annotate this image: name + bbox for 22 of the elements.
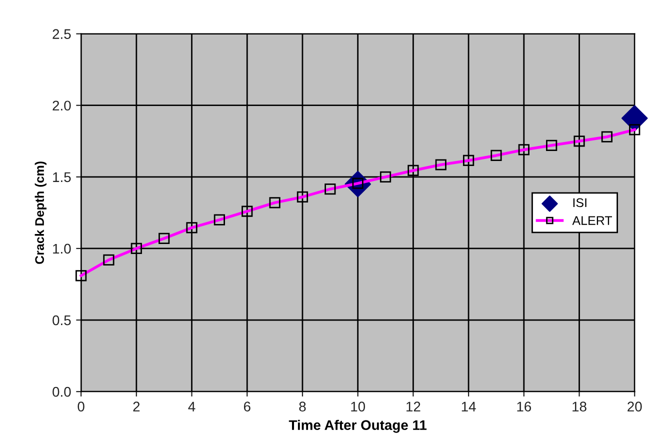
y-tick-label: 1.0 [53, 244, 71, 254]
x-tick-label: 6 [244, 402, 250, 412]
x-tick-label: 8 [299, 402, 306, 412]
y-tick-label: 2.0 [52, 100, 71, 111]
x-tick-label: 4 [188, 402, 196, 412]
y-tick-label: 1.5 [53, 172, 71, 182]
x-tick-label: 18 [572, 402, 586, 412]
y-axis-title: Crack Depth (cm) [34, 162, 46, 264]
x-tick-label: 0 [78, 402, 84, 412]
legend-label: ALERT [572, 216, 612, 225]
x-tick-label: 16 [517, 402, 532, 412]
x-axis-title: Time After Outage 11 [288, 420, 427, 433]
x-tick-label: 10 [351, 402, 366, 412]
point [622, 105, 648, 132]
y-tick-label: 2.5 [52, 29, 71, 39]
x-tick-label: 12 [406, 402, 420, 412]
x-tick-label: 2 [133, 402, 140, 412]
legend-label: ISI [573, 198, 586, 208]
y-tick-label: 0.0 [52, 386, 71, 397]
x-tick-label: 14 [462, 402, 476, 412]
y-tick-label: 0.5 [52, 315, 71, 326]
x-tick-label: 20 [628, 402, 642, 412]
